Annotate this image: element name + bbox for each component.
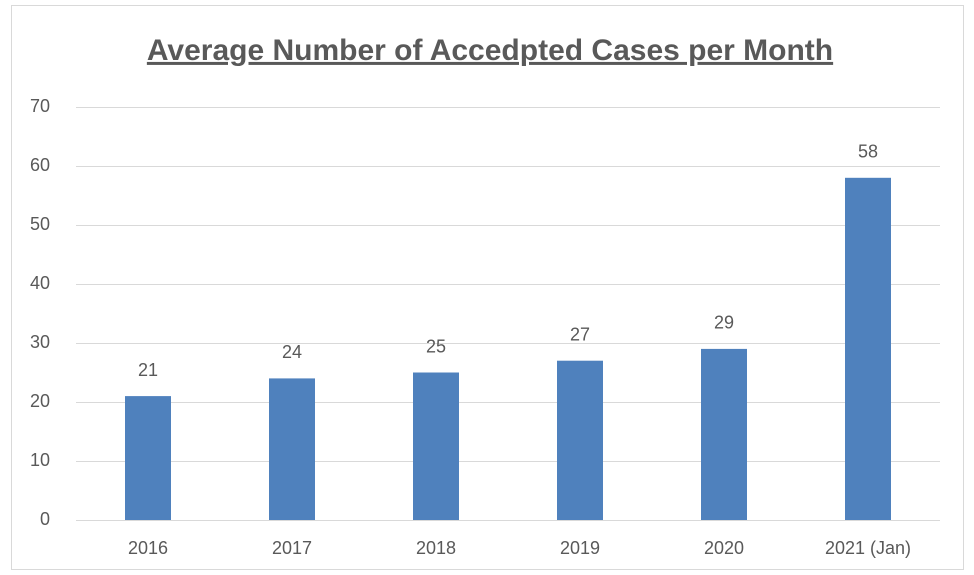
- x-tick-label: 2016: [128, 538, 168, 558]
- bar: [845, 177, 891, 521]
- y-tick-label: 0: [40, 509, 50, 529]
- y-tick-label: 40: [30, 273, 50, 293]
- data-label: 21: [138, 360, 158, 380]
- data-label: 58: [858, 142, 878, 162]
- x-tick-label: 2017: [272, 538, 312, 558]
- data-label: 25: [426, 336, 446, 356]
- data-label: 29: [714, 313, 734, 333]
- data-label: 24: [282, 342, 302, 362]
- chart-title: Average Number of Accedpted Cases per Mo…: [147, 34, 833, 67]
- x-tick-label: 2019: [560, 538, 600, 558]
- y-tick-label: 20: [30, 391, 50, 411]
- bar: [125, 396, 171, 520]
- bar: [701, 348, 747, 520]
- y-tick-label: 60: [30, 155, 50, 175]
- x-tick-label: 2018: [416, 538, 456, 558]
- y-tick-label: 70: [30, 96, 50, 116]
- y-tick-label: 10: [30, 450, 50, 470]
- data-label: 27: [570, 324, 590, 344]
- x-tick-label: 2021 (Jan): [825, 538, 911, 558]
- bar: [269, 378, 315, 520]
- x-tick-label: 2020: [704, 538, 744, 558]
- y-tick-label: 50: [30, 214, 50, 234]
- bar: [557, 360, 603, 520]
- y-tick-label: 30: [30, 332, 50, 352]
- bar: [413, 372, 459, 520]
